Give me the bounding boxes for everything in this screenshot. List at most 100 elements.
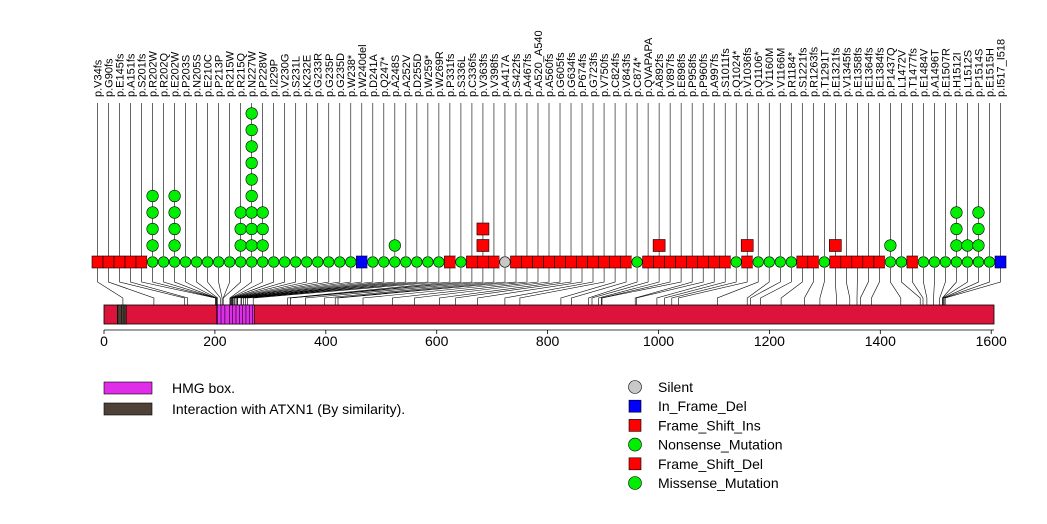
track-tile xyxy=(675,255,687,269)
track-tile xyxy=(444,255,456,269)
mutation-label: p.E1384fs xyxy=(874,47,886,97)
track-connector xyxy=(232,268,319,305)
track-tile xyxy=(829,255,842,269)
domain-legend: HMG box. Interaction with ATXN1 (By simil… xyxy=(103,380,405,417)
lollipop-head xyxy=(245,222,258,236)
track-tile xyxy=(796,255,809,269)
lollipop-head xyxy=(245,189,258,203)
track-tile xyxy=(851,255,864,269)
mutation-label: p.Q1024* xyxy=(731,50,743,97)
track-circle xyxy=(422,256,434,268)
track-connector xyxy=(245,268,418,305)
track-connector xyxy=(939,268,946,305)
track-connector xyxy=(942,268,957,305)
track-tile xyxy=(124,255,137,269)
mutation-label: p.G90fs xyxy=(104,58,116,97)
track-connector xyxy=(943,268,979,305)
track-circle xyxy=(928,256,941,268)
mutation-label: p.W269R xyxy=(434,51,446,97)
track-tile xyxy=(113,255,126,269)
track-connector xyxy=(671,268,737,305)
track-connector xyxy=(944,268,1001,305)
track-connector xyxy=(247,268,429,305)
lollipop-head xyxy=(950,206,963,219)
protein-backbone xyxy=(103,304,995,325)
track-connector xyxy=(923,268,928,305)
track-circle xyxy=(301,256,313,268)
track-connector xyxy=(185,268,217,305)
domain-legend-swatch xyxy=(103,381,153,395)
mutation-label: p.R202Q xyxy=(159,53,171,97)
mutation-label: p.V1036fs xyxy=(742,47,754,97)
mutation-label: p.P958fs xyxy=(687,53,699,97)
track-circle xyxy=(168,256,181,268)
type-legend-swatch xyxy=(628,476,642,490)
type-legend-label: Frame_Shift_Ins xyxy=(658,417,761,433)
lollipop-head xyxy=(168,206,181,219)
track-connector xyxy=(477,268,583,305)
track-connector xyxy=(664,268,726,305)
mutation-label: p.K232E xyxy=(302,55,314,97)
track-connector xyxy=(119,268,185,305)
track-connector xyxy=(234,268,341,305)
track-connector xyxy=(237,268,374,305)
mutation-label: p.W259* xyxy=(423,54,435,97)
mutation-label: p.V34fs xyxy=(93,59,105,97)
track-connector xyxy=(943,268,990,305)
track-tile xyxy=(664,255,676,269)
mutation-label: p.R1263fs xyxy=(808,46,820,97)
mutation-label: p.A560fs xyxy=(544,53,556,97)
lollipop-head xyxy=(234,222,247,236)
track-circle xyxy=(884,256,896,268)
lollipop-head xyxy=(168,222,181,236)
track-connector xyxy=(232,268,308,305)
mutation-label: p.A892fs xyxy=(654,53,666,97)
mutation-label: p.V843fs xyxy=(621,53,633,97)
mutation-label: p.V897fs xyxy=(665,53,677,97)
mutation-label: p.T1477fs xyxy=(907,48,919,97)
track-tile xyxy=(873,255,886,269)
x-tick-label: 1400 xyxy=(865,333,896,349)
track-tile xyxy=(477,255,489,269)
track-tile xyxy=(565,255,577,269)
track-circle xyxy=(730,256,742,268)
track-circle xyxy=(950,256,963,268)
track-tile xyxy=(587,255,599,269)
mutation-label: p.T1291T xyxy=(819,50,831,97)
track-connector xyxy=(591,268,649,305)
lollipop-head xyxy=(245,107,258,120)
mutation-label: p.G235D xyxy=(335,53,347,97)
lollipop-head xyxy=(256,222,269,236)
mutation-label: p.I517_I518 xyxy=(996,39,1008,97)
track-connector xyxy=(130,268,188,305)
track-circle xyxy=(180,256,192,268)
mutation-label: p.P228W xyxy=(258,51,270,97)
track-connector xyxy=(634,268,693,305)
mutation-label: p.E210C xyxy=(203,54,215,97)
track-connector xyxy=(890,268,902,305)
x-tick-label: 200 xyxy=(203,333,227,349)
mutation-label: p.A248S xyxy=(390,55,402,97)
mutation-label: p.P331fs xyxy=(445,53,457,97)
lollipop-head xyxy=(972,222,985,236)
x-tick-label: 600 xyxy=(425,333,449,349)
track-tile xyxy=(510,255,522,269)
lollipop-head xyxy=(146,206,159,219)
track-circle xyxy=(246,256,258,268)
mutation-type-legend: Silent In_Frame_Del Frame_Shift_Ins Nonsens… xyxy=(628,379,783,491)
track-circle xyxy=(983,256,996,268)
lollipop-head xyxy=(476,222,490,236)
track-connector xyxy=(588,268,638,305)
track-connector xyxy=(678,268,748,305)
mutation-label: p.E1515H xyxy=(985,48,997,97)
track-tile xyxy=(466,255,478,269)
type-legend-swatch xyxy=(628,399,642,413)
lollipop-head xyxy=(884,239,897,252)
track-connector xyxy=(601,268,682,305)
track-circle xyxy=(939,256,952,268)
x-tick-label: 800 xyxy=(536,333,560,349)
track-connector xyxy=(635,268,704,305)
track-connector xyxy=(218,268,223,305)
lollipop-head xyxy=(245,173,258,186)
type-legend-swatch xyxy=(628,457,642,471)
